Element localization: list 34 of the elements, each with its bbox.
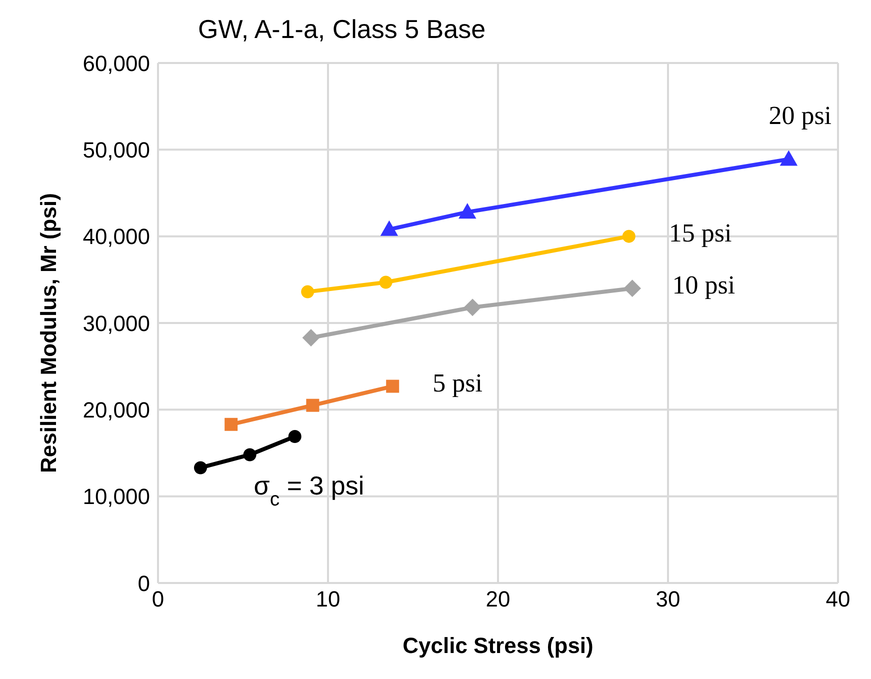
x-axis-title: Cyclic Stress (psi) bbox=[402, 633, 594, 658]
series-label: σ$_{c}$ = 3 psi bbox=[254, 470, 364, 511]
x-tick-label: 30 bbox=[656, 586, 680, 612]
y-tick-label: 40,000 bbox=[82, 224, 150, 250]
point bbox=[458, 204, 476, 219]
y-tick-label: 50,000 bbox=[82, 137, 150, 162]
point bbox=[624, 280, 641, 297]
point bbox=[288, 430, 302, 444]
point bbox=[386, 380, 400, 393]
y-tick-label: 30,000 bbox=[82, 310, 150, 336]
y-tick-label: 10,000 bbox=[82, 484, 150, 510]
y-tick-label: 0 bbox=[138, 570, 150, 596]
point bbox=[194, 461, 207, 474]
point bbox=[780, 150, 798, 166]
y-tick-label: 60,000 bbox=[82, 50, 150, 76]
x-tick-label: 40 bbox=[826, 586, 850, 612]
point bbox=[301, 285, 314, 298]
chart-title: GW, A-1-a, Class 5 Base bbox=[198, 14, 486, 45]
series-label: 10 psi bbox=[672, 270, 736, 300]
y-axis-title: Resilient Modulus, Mr (psi) bbox=[36, 193, 61, 473]
point bbox=[306, 398, 320, 412]
series-label: 20 psi bbox=[768, 101, 832, 130]
point bbox=[464, 298, 481, 316]
x-tick-label: 20 bbox=[486, 586, 510, 612]
point bbox=[622, 230, 636, 243]
point bbox=[380, 220, 398, 236]
point bbox=[243, 448, 256, 462]
point bbox=[302, 329, 320, 346]
point bbox=[379, 276, 392, 289]
y-tick-label: 20,000 bbox=[82, 397, 150, 422]
series-label: 5 psi bbox=[432, 368, 482, 398]
series-label: 15 psi bbox=[668, 218, 732, 248]
x-tick-label: 10 bbox=[316, 586, 340, 612]
point bbox=[224, 418, 238, 431]
